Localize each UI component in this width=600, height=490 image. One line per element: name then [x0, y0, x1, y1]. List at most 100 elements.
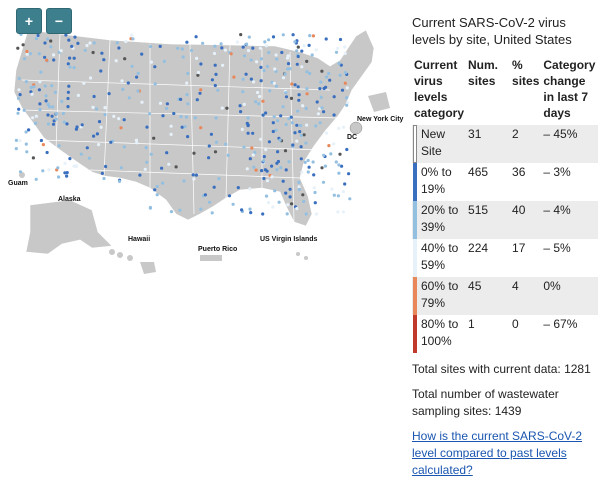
site-dot[interactable] — [293, 40, 297, 44]
site-dot[interactable] — [85, 43, 89, 48]
site-dot[interactable] — [107, 92, 111, 96]
site-dot[interactable] — [343, 51, 347, 56]
site-dot[interactable] — [259, 79, 263, 83]
site-dot[interactable] — [212, 185, 216, 189]
site-dot[interactable] — [72, 66, 76, 70]
site-dot[interactable] — [314, 48, 318, 52]
site-dot[interactable] — [312, 186, 316, 190]
site-dot[interactable] — [130, 33, 134, 37]
site-dot[interactable] — [314, 124, 318, 128]
site-dot[interactable] — [264, 111, 268, 115]
site-dot[interactable] — [103, 113, 107, 117]
site-dot[interactable] — [80, 123, 84, 127]
site-dot[interactable] — [271, 121, 275, 125]
site-dot[interactable] — [199, 207, 203, 211]
site-dot[interactable] — [16, 96, 21, 100]
site-dot[interactable] — [262, 176, 266, 181]
site-dot[interactable] — [47, 105, 52, 109]
site-dot[interactable] — [297, 185, 301, 189]
site-dot[interactable] — [267, 140, 271, 144]
site-dot[interactable] — [17, 107, 21, 111]
site-dot[interactable] — [299, 145, 303, 149]
site-dot[interactable] — [255, 60, 259, 64]
site-dot[interactable] — [318, 121, 322, 125]
site-dot[interactable] — [199, 126, 203, 130]
site-dot[interactable] — [176, 46, 180, 50]
site-dot[interactable] — [213, 150, 218, 154]
site-dot[interactable] — [18, 139, 22, 143]
site-dot[interactable] — [276, 119, 280, 123]
site-dot[interactable] — [214, 140, 219, 144]
site-dot[interactable] — [264, 44, 268, 48]
site-dot[interactable] — [184, 115, 189, 119]
site-dot[interactable] — [95, 107, 99, 111]
site-dot[interactable] — [281, 105, 285, 109]
site-dot[interactable] — [27, 128, 31, 132]
site-dot[interactable] — [240, 127, 244, 131]
site-dot[interactable] — [347, 172, 351, 176]
site-dot[interactable] — [92, 41, 96, 45]
site-dot[interactable] — [261, 212, 265, 216]
site-dot[interactable] — [38, 102, 42, 106]
site-dot[interactable] — [251, 131, 255, 135]
site-dot[interactable] — [39, 138, 44, 143]
site-dot[interactable] — [18, 93, 22, 97]
site-dot[interactable] — [46, 102, 50, 106]
site-dot[interactable] — [140, 52, 144, 56]
site-dot[interactable] — [330, 187, 334, 191]
site-dot[interactable] — [131, 37, 135, 41]
site-dot[interactable] — [320, 106, 324, 110]
site-dot[interactable] — [198, 91, 202, 95]
site-dot[interactable] — [203, 193, 207, 197]
site-dot[interactable] — [274, 84, 279, 88]
site-dot[interactable] — [304, 212, 308, 216]
site-dot[interactable] — [281, 76, 286, 80]
site-dot[interactable] — [169, 210, 174, 214]
site-dot[interactable] — [281, 33, 285, 37]
site-dot[interactable] — [336, 210, 340, 214]
site-dot[interactable] — [140, 100, 144, 104]
site-dot[interactable] — [144, 146, 148, 150]
site-dot[interactable] — [343, 71, 348, 75]
site-dot[interactable] — [68, 157, 72, 161]
site-dot[interactable] — [158, 101, 163, 105]
site-dot[interactable] — [259, 137, 263, 141]
site-dot[interactable] — [313, 201, 317, 205]
us-map[interactable]: + − Guam Alaska Hawaii Puerto Rico US Vi… — [0, 0, 405, 300]
site-dot[interactable] — [226, 153, 230, 157]
site-dot[interactable] — [149, 60, 153, 64]
site-dot[interactable] — [124, 39, 128, 44]
site-dot[interactable] — [117, 179, 122, 183]
site-dot[interactable] — [341, 210, 345, 214]
site-dot[interactable] — [85, 146, 89, 150]
site-dot[interactable] — [340, 88, 345, 92]
site-dot[interactable] — [29, 90, 33, 94]
site-dot[interactable] — [28, 52, 32, 56]
site-dot[interactable] — [34, 114, 39, 118]
site-dot[interactable] — [239, 110, 243, 114]
site-dot[interactable] — [332, 113, 336, 117]
site-dot[interactable] — [324, 85, 328, 89]
site-dot[interactable] — [318, 87, 322, 91]
site-dot[interactable] — [181, 55, 185, 59]
site-dot[interactable] — [130, 64, 134, 68]
site-dot[interactable] — [44, 99, 48, 103]
site-dot[interactable] — [248, 207, 252, 211]
site-dot[interactable] — [251, 46, 255, 50]
site-dot[interactable] — [306, 170, 310, 174]
site-dot[interactable] — [225, 106, 229, 110]
site-dot[interactable] — [134, 138, 138, 142]
site-dot[interactable] — [46, 113, 50, 117]
site-dot[interactable] — [56, 166, 60, 170]
site-dot[interactable] — [307, 165, 311, 169]
site-dot[interactable] — [46, 37, 50, 41]
site-dot[interactable] — [343, 81, 347, 85]
site-dot[interactable] — [253, 150, 257, 155]
site-dot[interactable] — [258, 46, 262, 50]
site-dot[interactable] — [318, 107, 322, 111]
site-dot[interactable] — [261, 113, 265, 117]
site-dot[interactable] — [91, 105, 95, 109]
site-dot[interactable] — [68, 65, 72, 69]
site-dot[interactable] — [74, 127, 78, 131]
site-dot[interactable] — [301, 193, 305, 197]
